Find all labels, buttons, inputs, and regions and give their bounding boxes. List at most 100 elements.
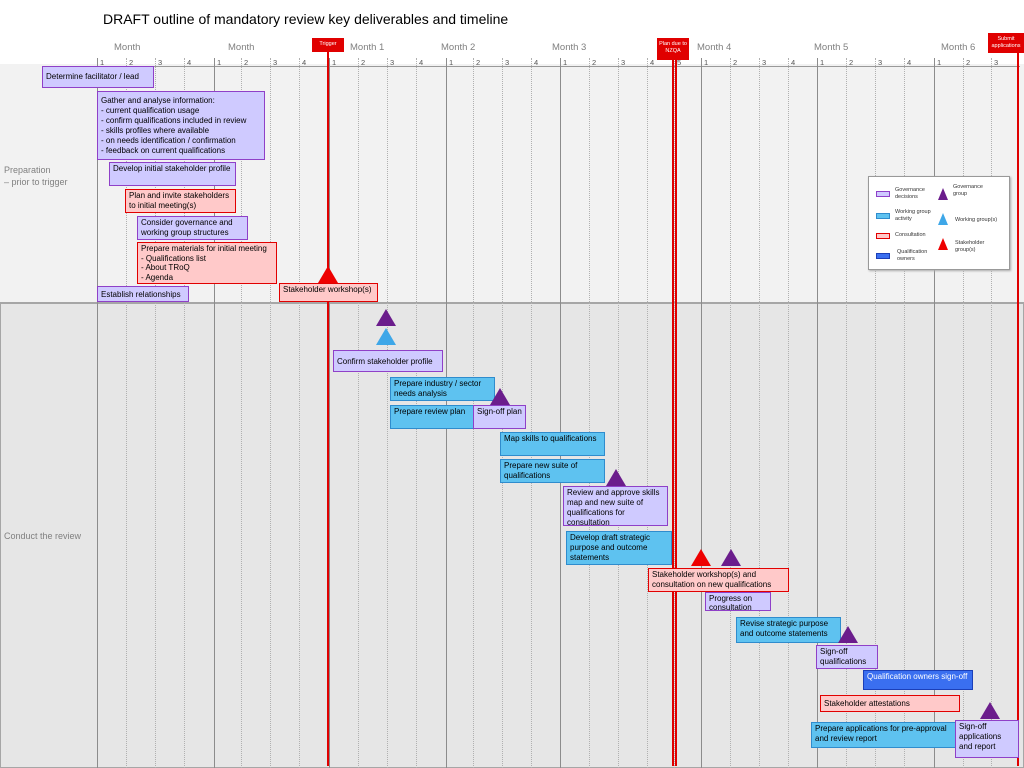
month-label: Month 5	[814, 42, 849, 53]
preparation-phase-label: Preparation – prior to trigger	[4, 165, 68, 187]
legend-working-group-swatch	[876, 213, 890, 219]
legend-stakeholder-groups-icon	[938, 238, 948, 250]
legend-working-group-activity: Working group activity	[895, 209, 931, 222]
week-label: 4	[650, 58, 655, 67]
week-label: 3	[762, 58, 767, 67]
legend-governance-decisions: Governance decisions	[895, 187, 925, 200]
month-gridline	[97, 58, 98, 768]
legend-governance-group: Governance group	[953, 184, 983, 197]
month-gridline	[701, 58, 702, 768]
task-prepare-review-plan: Prepare review plan	[390, 405, 474, 429]
week-label: 3	[994, 58, 999, 67]
task-owners-signoff: Qualification owners sign-off	[863, 670, 973, 690]
task-strategic-purpose: Develop draft strategic purpose and outc…	[566, 531, 672, 565]
working-group-triangle-icon	[376, 328, 396, 345]
week-label: 2	[966, 58, 971, 67]
week-gridline	[730, 58, 731, 768]
month-gridline	[214, 58, 215, 768]
submit-line	[1017, 52, 1019, 766]
month-label: Month 4	[697, 42, 732, 53]
governance-group-triangle-icon	[490, 388, 510, 405]
week-gridline	[788, 58, 789, 768]
legend-consultation: Consultation	[895, 232, 926, 238]
week-gridline	[126, 58, 127, 768]
plan-due-line	[672, 52, 674, 766]
month-label: Month 1	[350, 42, 385, 53]
task-map-skills: Map skills to qualifications	[500, 432, 605, 456]
legend-working-groups: Working group(s)	[955, 217, 998, 223]
week-gridline	[875, 58, 876, 768]
governance-group-triangle-icon	[606, 469, 626, 486]
task-stakeholder-workshop: Stakeholder workshop(s)	[279, 283, 378, 302]
month-label: Month 2	[441, 42, 476, 53]
legend-owners-swatch	[876, 253, 890, 259]
week-gridline	[387, 58, 388, 768]
governance-group-triangle-icon	[376, 309, 396, 326]
week-gridline	[904, 58, 905, 768]
week-gridline	[991, 58, 992, 768]
task-gather-information: Gather and analyse information: - curren…	[97, 91, 265, 160]
conduct-phase-label: Conduct the review	[4, 531, 82, 541]
chart-title: DRAFT outline of mandatory review key de…	[103, 11, 509, 27]
week-gridline	[155, 58, 156, 768]
governance-group-triangle-icon	[838, 626, 858, 643]
submit-marker: Submit applications	[988, 33, 1024, 53]
week-label: 5	[677, 58, 682, 67]
week-label: 3	[158, 58, 163, 67]
week-label: 1	[820, 58, 825, 67]
week-label: 4	[302, 58, 307, 67]
week-gridline	[618, 58, 619, 768]
week-label: 2	[592, 58, 597, 67]
week-label: 4	[791, 58, 796, 67]
week-label: 2	[849, 58, 854, 67]
week-label: 4	[187, 58, 192, 67]
task-determine-facilitator: Determine facilitator / lead	[42, 66, 154, 88]
week-gridline	[589, 58, 590, 768]
week-gridline	[241, 58, 242, 768]
week-gridline	[674, 58, 675, 768]
week-label: 3	[505, 58, 510, 67]
governance-group-triangle-icon	[721, 549, 741, 566]
week-gridline	[759, 58, 760, 768]
stakeholder-group-triangle-icon	[318, 266, 338, 283]
week-gridline	[270, 58, 271, 768]
month-gridline	[329, 58, 330, 768]
week-label: 1	[332, 58, 337, 67]
task-consider-governance: Consider governance and working group st…	[137, 216, 248, 240]
trigger-line	[327, 52, 329, 766]
task-review-approve: Review and approve skills map and new su…	[563, 486, 668, 526]
task-stakeholder-attestations: Stakeholder attestations	[820, 695, 960, 712]
week-label: 2	[244, 58, 249, 67]
task-confirm-stakeholder-profile: Confirm stakeholder profile	[333, 350, 443, 372]
week-label: 1	[449, 58, 454, 67]
month-gridline	[934, 58, 935, 768]
timeline-axis	[96, 66, 1020, 67]
task-plan-invite-stakeholders: Plan and invite stakeholders to initial …	[125, 189, 236, 213]
task-revise-strategic: Revise strategic purpose and outcome sta…	[736, 617, 841, 643]
week-label: 3	[621, 58, 626, 67]
month-label: Month 6	[941, 42, 976, 53]
week-label: 4	[907, 58, 912, 67]
task-workshop-consultation: Stakeholder workshop(s) and consultation…	[648, 568, 789, 592]
task-develop-stakeholder-profile: Develop initial stakeholder profile	[109, 162, 236, 186]
legend-governance-group-icon	[938, 188, 948, 200]
task-prepare-materials: Prepare materials for initial meeting - …	[137, 242, 277, 284]
task-establish-relationships: Establish relationships	[97, 286, 189, 302]
week-label: 3	[273, 58, 278, 67]
week-label: 1	[937, 58, 942, 67]
legend-qualification-owners: Qualification owners	[897, 249, 928, 262]
month-label: Month	[228, 42, 255, 53]
week-label: 2	[361, 58, 366, 67]
task-needs-analysis: Prepare industry / sector needs analysis	[390, 377, 495, 401]
task-new-suite: Prepare new suite of qualifications	[500, 459, 605, 483]
week-gridline	[846, 58, 847, 768]
legend-stakeholder-groups: Stakeholder group(s)	[955, 240, 985, 253]
task-signoff-qualifications: Sign-off qualifications	[816, 645, 878, 669]
legend-consultation-swatch	[876, 233, 890, 239]
plan-due-line-secondary	[675, 52, 677, 766]
stakeholder-group-triangle-icon	[691, 549, 711, 566]
week-label: 4	[419, 58, 424, 67]
week-label: 2	[476, 58, 481, 67]
week-label: 1	[704, 58, 709, 67]
plan-due-marker: Plan due to NZQA	[657, 38, 689, 60]
